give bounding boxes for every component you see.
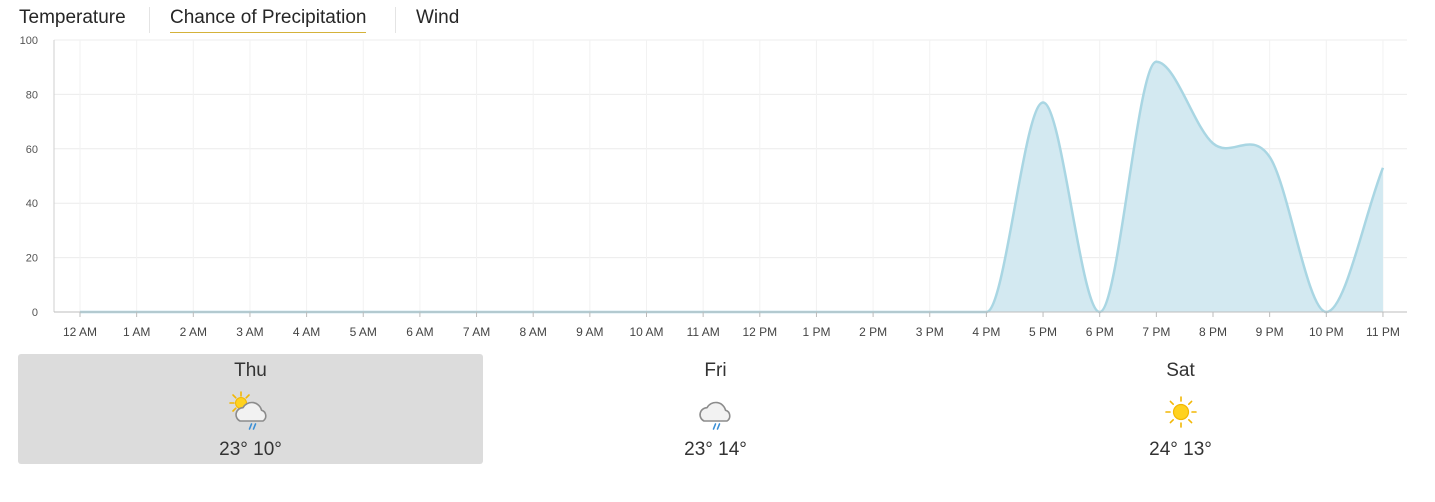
chart-axes: 0 20 40 60 80 100 12 AM 1 AM 2 AM 3 AM 4 AM 5 AM 6 A… [20, 35, 1407, 339]
y-tick-label: 80 [26, 89, 38, 101]
x-tick-label: 8 AM [520, 325, 547, 339]
y-tick-label: 40 [26, 198, 38, 210]
low-temp: 10° [253, 439, 282, 460]
y-tick-label: 60 [26, 144, 38, 156]
tab-divider [149, 7, 150, 33]
day-card-fri[interactable]: Fri 23° 14° [483, 354, 948, 464]
daily-forecast: Thu 23° 10° Fri 23° 14° [0, 354, 1435, 466]
x-tick-label: 8 PM [1199, 325, 1227, 339]
day-card-thu[interactable]: Thu 23° 10° [18, 354, 483, 464]
y-tick-label: 100 [20, 35, 38, 47]
partly-sunny-rain-icon [228, 391, 267, 430]
chart-series [79, 60, 1385, 314]
cloud-rain-icon [698, 401, 731, 430]
y-tick-label: 20 [26, 253, 38, 265]
tab-bar: Temperature Chance of Precipitation Wind [0, 0, 1435, 38]
high-temp: 23° [684, 439, 713, 460]
x-tick-label: 1 AM [123, 325, 150, 339]
x-tick-label: 12 AM [63, 325, 97, 339]
x-tick-label: 7 AM [463, 325, 490, 339]
x-tick-label: 4 PM [972, 325, 1000, 339]
y-tick-label: 0 [32, 307, 38, 319]
x-tick-label: 2 PM [859, 325, 887, 339]
high-temp: 23° [219, 439, 248, 460]
x-tick-label: 3 AM [236, 325, 263, 339]
x-tick-label: 3 PM [916, 325, 944, 339]
x-tick-label: 7 PM [1142, 325, 1170, 339]
tab-wind[interactable]: Wind [416, 7, 460, 28]
day-temps: 23° 10° [18, 439, 483, 461]
high-temp: 24° [1149, 439, 1178, 460]
day-name: Thu [234, 360, 267, 381]
x-tick-label: 9 PM [1256, 325, 1284, 339]
x-tick-label: 10 AM [629, 325, 663, 339]
x-tick-label: 6 AM [406, 325, 433, 339]
precipitation-chart: 0 20 40 60 80 100 12 AM 1 AM 2 AM 3 AM 4 AM 5 AM 6 A… [20, 35, 1407, 339]
day-name: Fri [704, 360, 727, 381]
sun-icon [1164, 396, 1197, 428]
x-tick-label: 11 PM [1366, 325, 1400, 339]
x-tick-label: 5 PM [1029, 325, 1057, 339]
tab-temperature[interactable]: Temperature [19, 7, 126, 28]
x-tick-label: 2 AM [180, 325, 207, 339]
day-card-sat[interactable]: Sat 24° 13° [948, 354, 1413, 464]
x-tick-label: 11 AM [687, 325, 720, 339]
x-tick-label: 5 AM [350, 325, 377, 339]
x-tick-label: 10 PM [1309, 325, 1344, 339]
x-tick-label: 6 PM [1086, 325, 1114, 339]
x-tick-label: 12 PM [742, 325, 777, 339]
x-tick-label: 1 PM [802, 325, 830, 339]
day-temps: 24° 13° [948, 439, 1413, 461]
low-temp: 14° [718, 439, 747, 460]
low-temp: 13° [1183, 439, 1212, 460]
x-tick-label: 9 AM [576, 325, 603, 339]
day-temps: 23° 14° [483, 439, 948, 461]
tab-chance-of-precipitation[interactable]: Chance of Precipitation [170, 7, 367, 33]
day-name: Sat [1166, 360, 1195, 381]
x-tick-label: 4 AM [293, 325, 320, 339]
tab-divider [395, 7, 396, 33]
precipitation-area [80, 61, 1383, 313]
